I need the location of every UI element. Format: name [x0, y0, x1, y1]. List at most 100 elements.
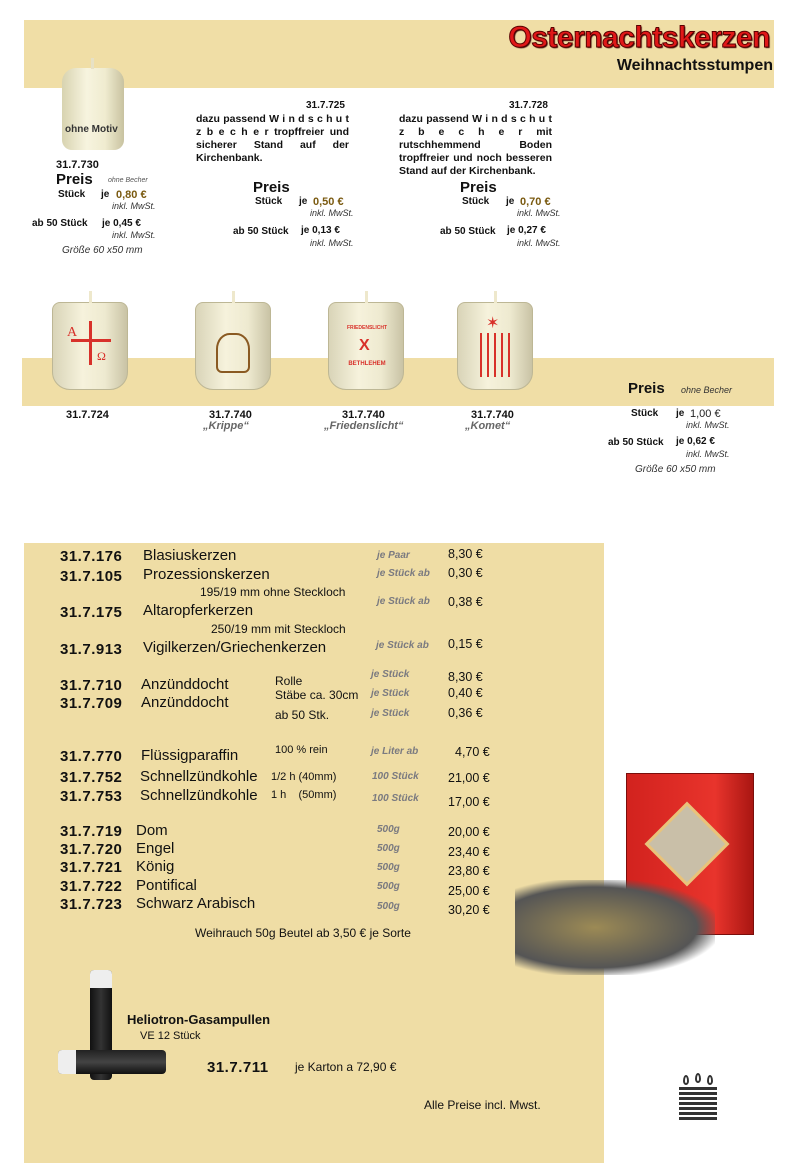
unit-label: je Liter ab [371, 746, 419, 757]
unit-label: je Stück ab [377, 596, 430, 607]
price: 23,40 € [448, 845, 490, 859]
header-band [24, 20, 774, 88]
bulk-label: ab 50 Stück [608, 437, 664, 448]
price: 1,00 € [690, 408, 721, 420]
page-title: Osternachtskerzen [508, 21, 771, 55]
gas-cartridge-image [58, 1050, 166, 1074]
bulk-price: je 0,27 € [507, 225, 546, 236]
unit-label: je Stück [371, 708, 410, 719]
product-detail: Rolle [275, 674, 303, 688]
price: 17,00 € [448, 795, 490, 809]
vat-note: inkl. MwSt. [310, 238, 354, 248]
price: 0,70 € [520, 196, 551, 208]
vat-note: inkl. MwSt. [112, 230, 156, 240]
product-description: dazu passend W i n d s c h u t z b e c h… [399, 113, 552, 177]
product-code: 31.7.725 [306, 100, 345, 111]
product-name: Schnellzündkohle [140, 787, 258, 804]
unit-label: Stück [631, 408, 659, 419]
product-detail: 250/19 mm mit Steckloch [211, 622, 346, 636]
size-note: Größe 60 x50 mm [62, 245, 143, 256]
product-code: 31.7.730 [56, 159, 99, 171]
product-name: König [136, 858, 175, 875]
product-detail: ab 50 Stk. [275, 708, 330, 722]
price: 0,30 € [448, 566, 483, 580]
product-code: 31.7.720 [60, 841, 123, 858]
product-detail: 195/19 mm ohne Steckloch [200, 585, 346, 599]
unit-label: 100 Stück [372, 793, 419, 804]
candle-cup-image-friedenslicht: FRIEDENSLICHT X BETHLEHEM [328, 291, 404, 390]
price: 0,50 € [313, 196, 344, 208]
price: 25,00 € [448, 884, 490, 898]
unit-label: je Stück [371, 688, 410, 699]
incense-bags-image [515, 880, 715, 975]
product-detail: 100 % rein [275, 744, 328, 756]
product-name: Dom [136, 822, 168, 839]
price: 0,40 € [448, 686, 483, 700]
price: 21,00 € [448, 771, 490, 785]
unit-label: 500g [377, 862, 400, 873]
bulk-label: ab 50 Stück [32, 218, 88, 229]
bulk-price: je 0,62 € [676, 436, 715, 447]
product-code: 31.7.913 [60, 641, 123, 658]
unit-label: 500g [377, 881, 400, 892]
product-name: Blasiuskerzen [143, 547, 237, 564]
unit-label: je Stück [371, 669, 410, 680]
price-heading: Preis [56, 171, 93, 188]
product-name: Flüssigparaffin [141, 747, 239, 764]
product-code: 31.7.752 [60, 769, 123, 786]
product-code: 31.7.740 [209, 409, 252, 421]
product-code: 31.7.770 [60, 748, 123, 765]
unit-label: Stück [255, 196, 283, 207]
vat-note: inkl. MwSt. [112, 201, 156, 211]
heliotron-price: je Karton a 72,90 € [295, 1060, 397, 1074]
product-name: Engel [136, 840, 175, 857]
product-name: Schwarz Arabisch [136, 895, 256, 912]
product-code: 31.7.176 [60, 548, 123, 565]
je-label: je [101, 189, 110, 200]
candle-image: ohne Motiv [62, 58, 124, 150]
je-label: je [506, 196, 515, 207]
unit-label: 500g [377, 824, 400, 835]
price: 30,20 € [448, 903, 490, 917]
product-code: 31.7.724 [66, 409, 109, 421]
product-name: Schnellzündkohle [140, 768, 258, 785]
page-subtitle: Weihnachtsstumpen [616, 57, 773, 74]
product-code: 31.7.105 [60, 568, 123, 585]
product-code: 31.7.709 [60, 695, 123, 712]
product-detail: Stäbe ca. 30cm [275, 688, 359, 702]
price: 0,80 € [116, 189, 147, 201]
price: 0,15 € [448, 637, 483, 651]
product-description: dazu passend W i n d s c h u t z b e c h… [196, 113, 349, 164]
size-note: Größe 60 x50 mm [635, 464, 716, 475]
candle-cup-image-comet: ✶ [457, 291, 533, 390]
product-code: 31.7.740 [471, 409, 514, 421]
product-name: Anzünddocht [141, 676, 229, 693]
product-name: Vigilkerzen/Griechenkerzen [143, 639, 327, 656]
bulk-price: je 0,45 € [102, 218, 141, 229]
product-code: 31.7.722 [60, 878, 123, 895]
incense-bag-note: Weihrauch 50g Beutel ab 3,50 € je Sorte [195, 926, 411, 940]
je-label: je [299, 196, 308, 207]
candle-cup-image-nativity [195, 291, 271, 390]
motif-label: „Friedenslicht“ [324, 420, 404, 432]
product-code: 31.7.728 [509, 100, 548, 111]
footer-note: Alle Preise incl. Mwst. [424, 1098, 541, 1112]
bulk-label: ab 50 Stück [440, 226, 496, 237]
product-name: Pontifical [136, 877, 197, 894]
candles-logo-icon [679, 1073, 717, 1121]
product-code: 31.7.740 [342, 409, 385, 421]
bulk-label: ab 50 Stück [233, 226, 289, 237]
note: ohne Becher [108, 177, 148, 184]
price: 8,30 € [448, 547, 483, 561]
unit-label: je Paar [377, 550, 410, 561]
motif-label: „Komet“ [465, 420, 511, 432]
price: 0,38 € [448, 595, 483, 609]
heliotron-packaging: VE 12 Stück [140, 1030, 201, 1042]
unit-label: 500g [377, 901, 400, 912]
product-name: Altaropferkerzen [143, 602, 254, 619]
unit-label: 100 Stück [372, 771, 419, 782]
motif-text: BETHLEHEM [348, 361, 386, 367]
unit-label: Stück [58, 189, 86, 200]
motif-text: FRIEDENSLICHT [347, 325, 387, 331]
